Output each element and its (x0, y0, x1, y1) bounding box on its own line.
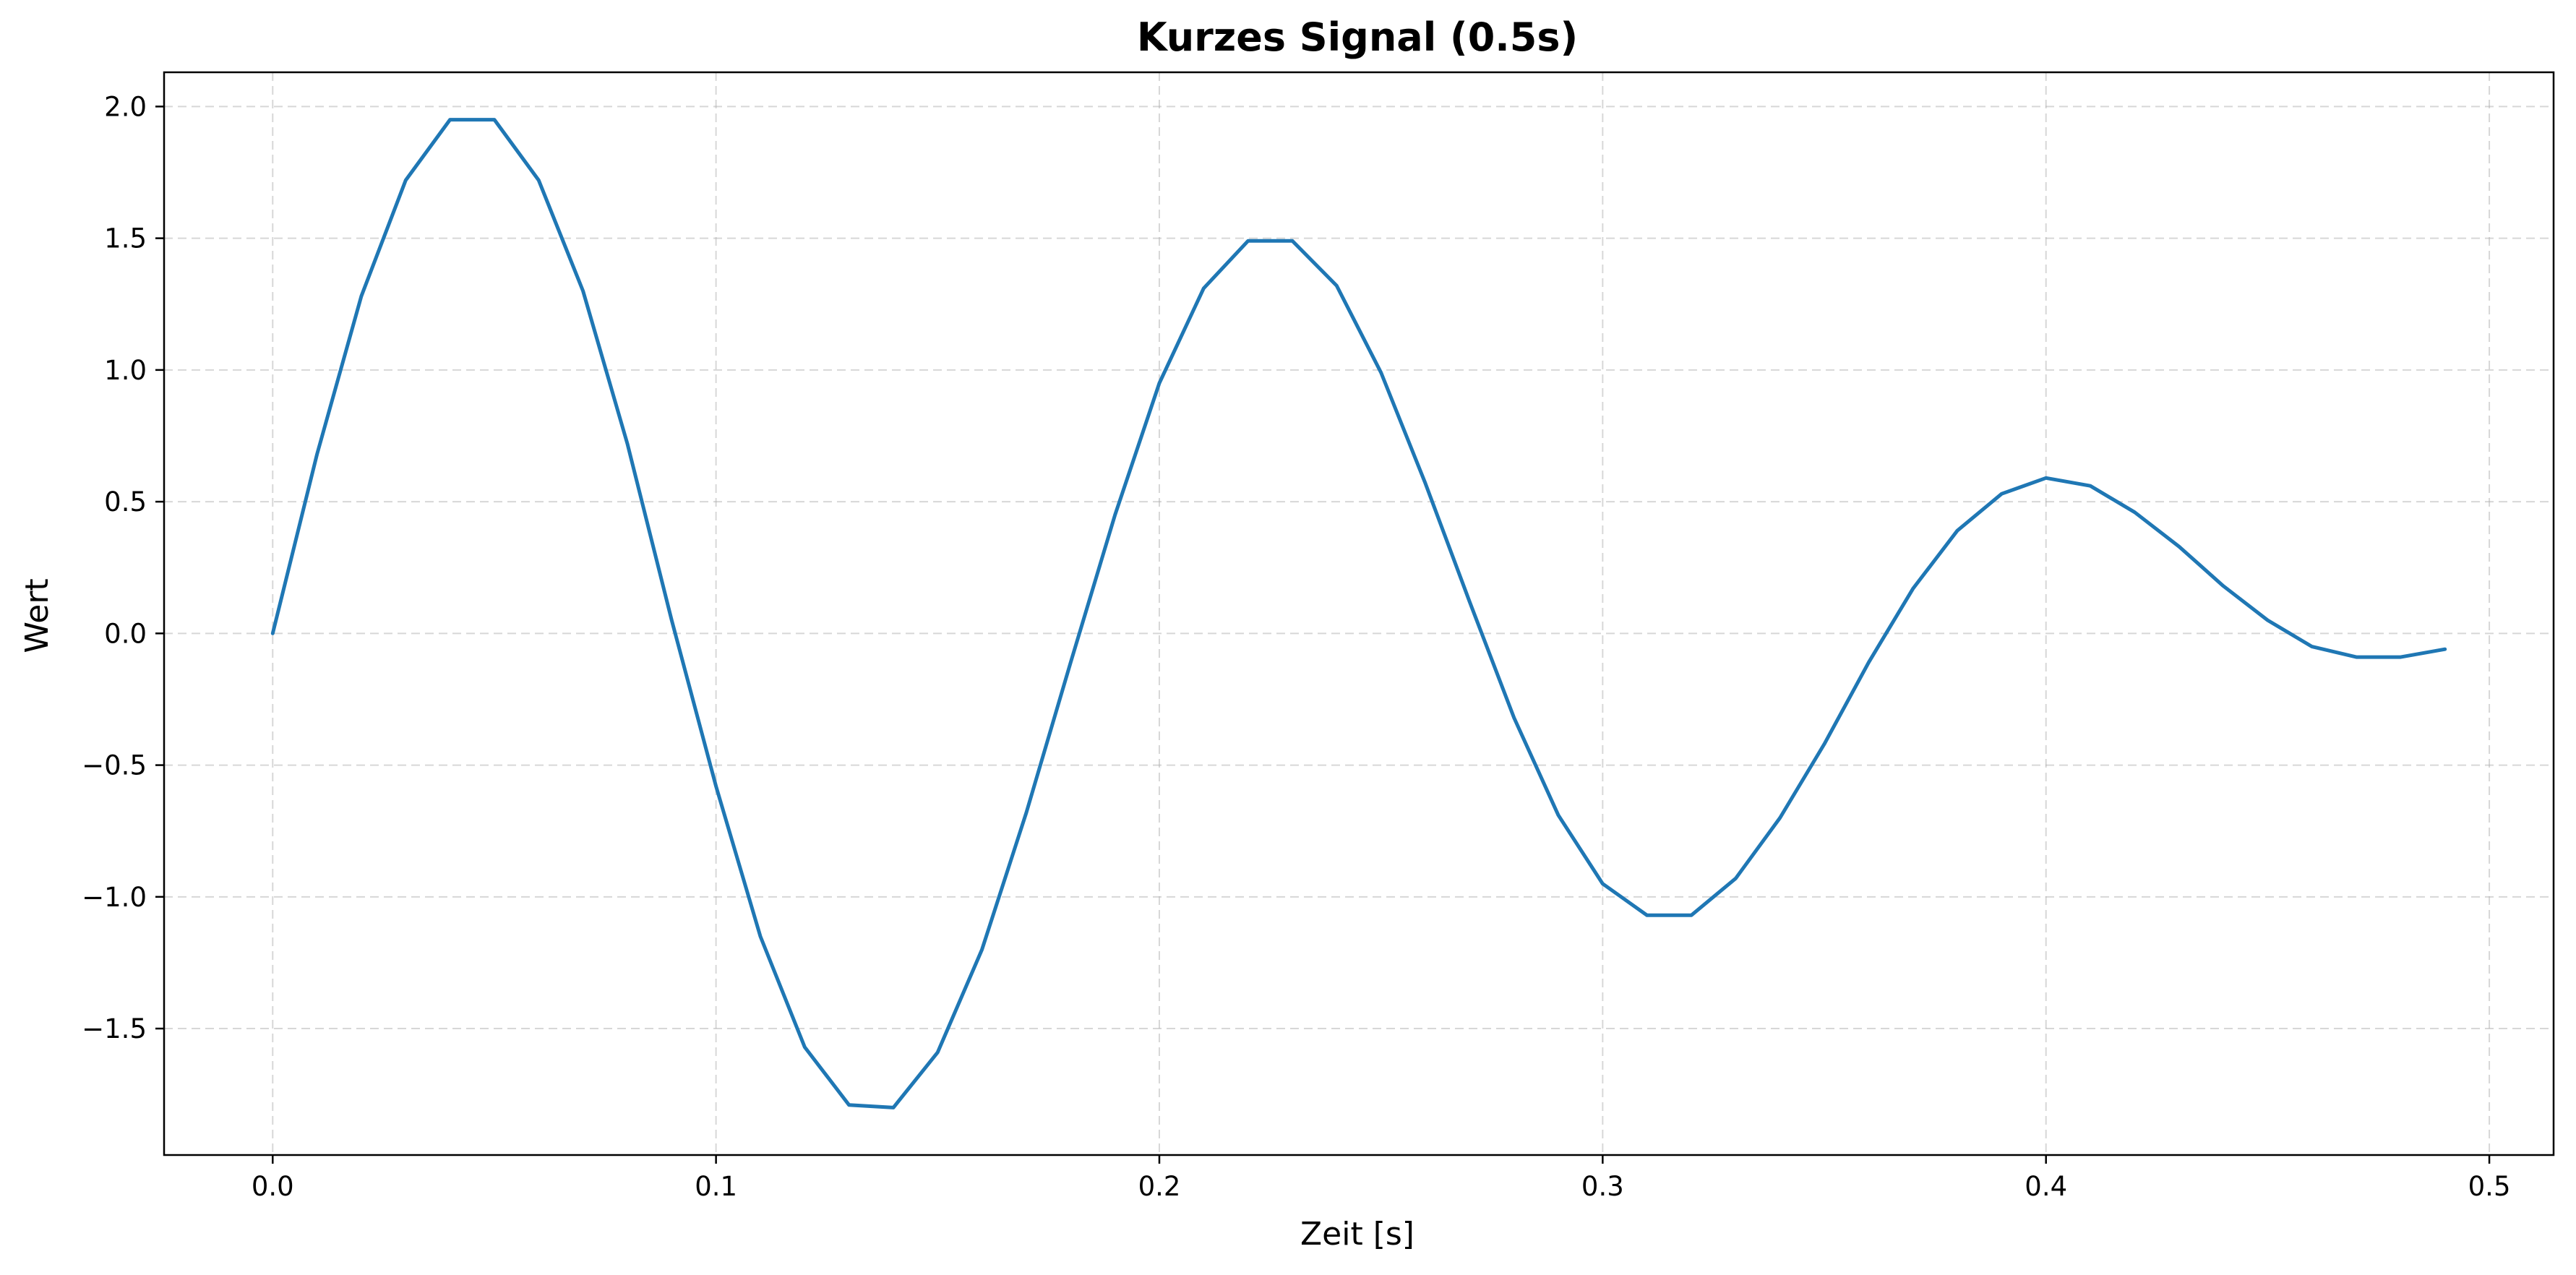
series-group (270, 118, 2447, 1109)
y-tick-label: −1.0 (82, 882, 147, 913)
grid (164, 72, 2554, 1155)
x-tick-label: 0.1 (695, 1171, 737, 1202)
x-tick-label: 0.3 (1581, 1171, 1624, 1202)
y-tick-label: −0.5 (82, 750, 147, 781)
x-axis: 0.0 0.1 0.2 0.3 0.4 0.5 (252, 1155, 2511, 1202)
y-tick-label: −1.5 (82, 1013, 147, 1044)
y-tick-label: 1.0 (104, 355, 147, 386)
x-tick-label: 0.0 (252, 1171, 294, 1202)
x-tick-label: 0.2 (1138, 1171, 1181, 1202)
y-axis: 2.0 1.5 1.0 0.5 0.0 −0.5 −1.0 −1.5 (82, 91, 164, 1044)
y-tick-label: 0.5 (104, 486, 147, 518)
y-tick-label: 0.0 (104, 618, 147, 649)
y-tick-label: 2.0 (104, 91, 147, 122)
plot-frame (163, 71, 2555, 1156)
x-tick-label: 0.4 (2025, 1171, 2067, 1202)
series-line (270, 118, 2447, 1109)
y-tick-label: 1.5 (104, 223, 147, 254)
chart-title: Kurzes Signal (0.5s) (1137, 14, 1578, 60)
x-tick-label: 0.5 (2468, 1171, 2511, 1202)
x-axis-label: Zeit [s] (1300, 1216, 1414, 1253)
y-axis-label: Wert (19, 578, 56, 653)
